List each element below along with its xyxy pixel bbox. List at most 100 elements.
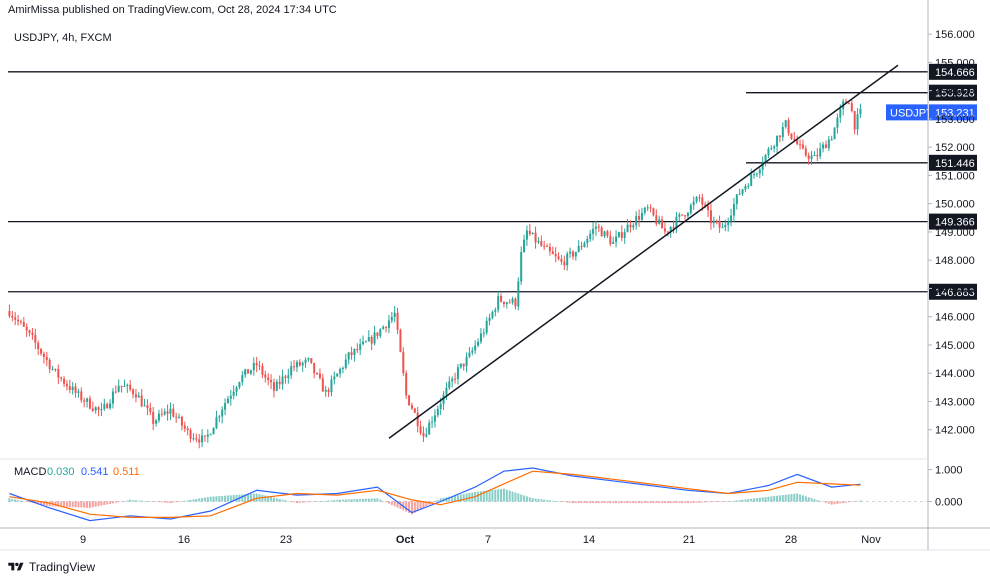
- macd-histogram-bar: [252, 493, 255, 502]
- candle-body: [620, 232, 623, 238]
- candle-body: [120, 385, 123, 387]
- macd-histogram-bar: [359, 498, 362, 502]
- macd-histogram-bar: [313, 501, 316, 502]
- macd-histogram-bar: [390, 501, 393, 505]
- macd-histogram-bar: [336, 499, 339, 502]
- macd-histogram-bar: [600, 501, 603, 504]
- candle-body: [836, 117, 839, 128]
- macd-histogram-bar: [103, 501, 106, 506]
- candle-body: [727, 221, 730, 225]
- macd-histogram-bar: [393, 501, 396, 507]
- candle-body: [281, 376, 284, 385]
- brand-label: TradingView: [29, 560, 96, 574]
- candle-body: [57, 369, 60, 378]
- candle-body: [362, 341, 365, 345]
- candle-body: [666, 231, 669, 233]
- candle-body: [655, 215, 658, 224]
- macd-histogram-bar: [678, 501, 681, 504]
- macd-histogram-bar: [17, 499, 20, 502]
- candle-body: [442, 394, 445, 404]
- macd-histogram-bar: [152, 501, 155, 502]
- macd-histogram-bar: [701, 501, 704, 503]
- macd-histogram-bar: [638, 501, 641, 504]
- ascending-trendline: [388, 64, 899, 439]
- macd-histogram-bar: [226, 495, 229, 502]
- candle-body: [272, 382, 275, 391]
- macd-histogram-bar: [212, 496, 215, 502]
- candle-body: [307, 358, 310, 360]
- macd-histogram-bar: [111, 501, 114, 504]
- candle-body: [42, 353, 45, 357]
- macd-histogram-bar: [123, 501, 126, 502]
- candle-body: [359, 344, 362, 350]
- macd-histogram-bar: [773, 496, 776, 502]
- candle-body: [327, 389, 330, 393]
- macd-name: MACD: [14, 466, 46, 478]
- candle-body: [839, 109, 842, 118]
- macd-histogram-bar: [341, 499, 344, 502]
- candle-body: [778, 135, 781, 138]
- macd-histogram-bar: [546, 499, 549, 502]
- candle-body: [364, 341, 367, 343]
- macd-histogram-bar: [753, 498, 756, 502]
- macd-histogram-bar: [347, 499, 350, 502]
- candle-body: [695, 197, 698, 202]
- macd-histogram-bar: [491, 489, 494, 502]
- macd-histogram-bar: [643, 501, 646, 504]
- candle-body: [675, 216, 678, 229]
- macd-histogram-bar: [290, 501, 293, 502]
- macd-histogram-bar: [793, 493, 796, 502]
- candle-body: [183, 425, 186, 429]
- macd-histogram-bar: [195, 498, 198, 502]
- candle-body: [224, 403, 227, 410]
- candle-body: [336, 373, 339, 377]
- macd-histogram-bar: [836, 501, 839, 504]
- macd-histogram-bar: [479, 491, 482, 502]
- candle-body: [764, 155, 767, 164]
- candle-body: [629, 224, 632, 228]
- macd-histogram-bar: [669, 501, 672, 504]
- macd-histogram-bar: [617, 501, 620, 504]
- candle-body: [278, 381, 281, 385]
- macd-histogram-bar: [606, 501, 609, 504]
- candle-body: [54, 368, 57, 370]
- symbol-title: USDJPY, 4h, FXCM: [14, 32, 112, 44]
- candle-body: [718, 220, 721, 228]
- candle-body: [462, 363, 465, 367]
- macd-histogram-bar: [356, 499, 359, 502]
- time-tick-label: 9: [80, 534, 86, 546]
- level-price-label: 146.883: [935, 287, 975, 299]
- candle-body: [847, 103, 850, 105]
- candle-body: [744, 186, 747, 190]
- candle-body: [640, 212, 643, 220]
- macd-histogram-bar: [413, 501, 416, 513]
- candle-body: [459, 363, 462, 368]
- macd-histogram-bar: [715, 501, 718, 502]
- macd-histogram-bar: [485, 490, 488, 502]
- macd-histogram-bar: [758, 497, 761, 502]
- macd-histogram-bar: [106, 501, 109, 505]
- candle-body: [525, 230, 528, 240]
- macd-histogram-bar: [686, 501, 689, 504]
- macd-histogram-bar: [419, 501, 422, 510]
- candle-body: [468, 352, 471, 357]
- candle-body: [201, 435, 204, 443]
- candle-body: [505, 302, 508, 305]
- macd-histogram-bar: [221, 495, 224, 502]
- candle-body: [606, 231, 609, 236]
- candle-body: [163, 411, 166, 415]
- macd-histogram-bar: [63, 501, 66, 507]
- candle-body: [189, 430, 192, 439]
- macd-histogram-bar: [275, 498, 278, 502]
- candle-body: [290, 366, 293, 376]
- candle-body: [97, 407, 100, 410]
- macd-histogram-bar: [206, 497, 209, 502]
- candle-body: [609, 235, 612, 244]
- macd-histogram-bar: [408, 501, 411, 513]
- macd-histogram-bar: [267, 496, 270, 502]
- candle-body: [146, 405, 149, 409]
- macd-histogram-bar: [655, 501, 658, 504]
- candle-body: [494, 309, 497, 312]
- macd-histogram-bar: [244, 494, 247, 502]
